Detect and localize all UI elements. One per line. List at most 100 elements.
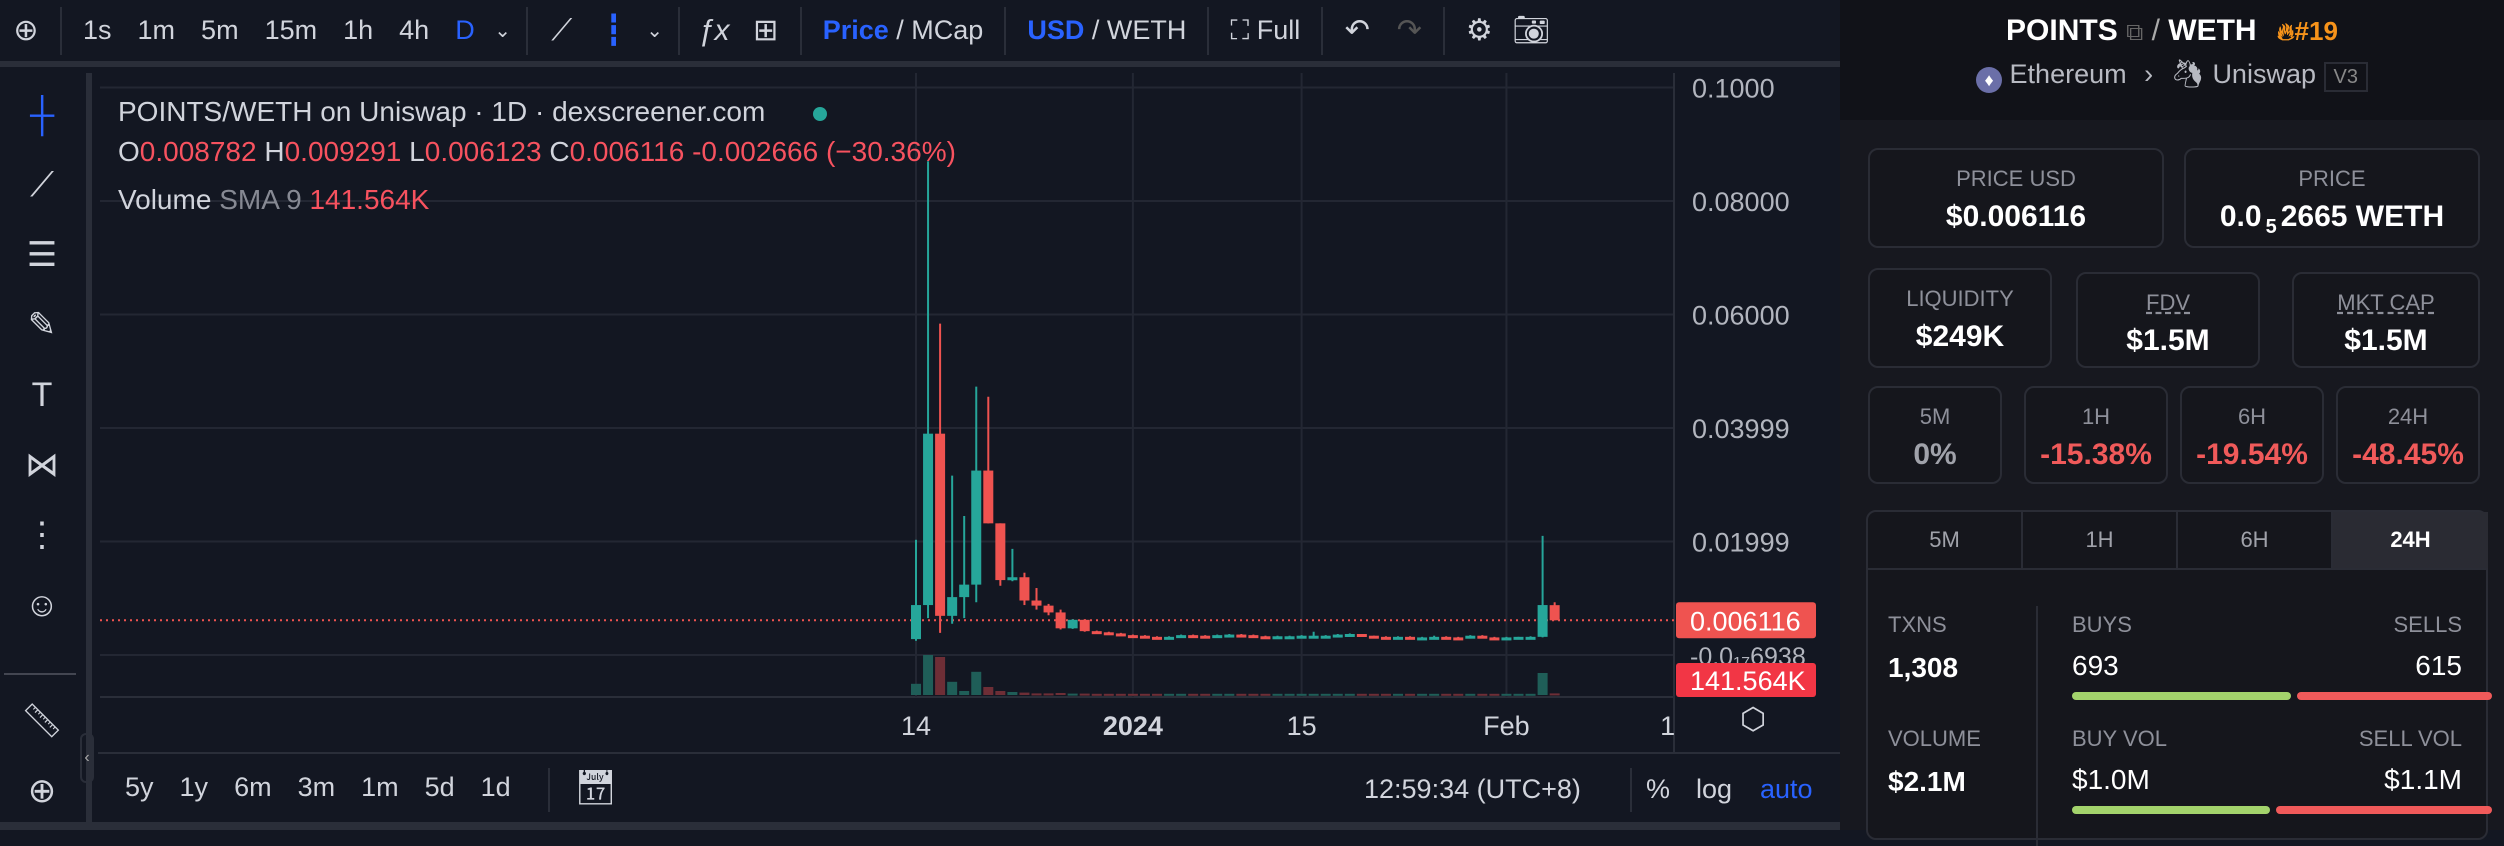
fullscreen-icon: ⛶ xyxy=(1230,14,1250,45)
price-chart[interactable]: 0.1000 0.08000 0.06000 0.03999 0.01999 14 2024… xyxy=(0,0,1840,830)
chevron-down-icon[interactable]: ⌄ xyxy=(494,20,512,42)
slash: / xyxy=(2151,14,2160,47)
volume-label: VOLUME xyxy=(1888,726,1981,751)
interval-15m[interactable]: 15m xyxy=(264,15,318,45)
range-6m[interactable]: 6m xyxy=(234,772,272,802)
zoom-in-icon[interactable]: ⊕ xyxy=(27,772,57,810)
ethereum-icon: ♦ xyxy=(1976,67,2003,93)
ruler-icon[interactable]: 📏︎ xyxy=(20,702,64,740)
volume-bar xyxy=(1296,693,1307,696)
volume-bar xyxy=(1549,693,1560,696)
candle-body xyxy=(1356,634,1367,638)
collapse-toolbar-button[interactable]: ‹ xyxy=(80,733,94,783)
fib-lines-icon[interactable]: ☰ xyxy=(26,236,58,274)
buy-vol-label: BUY VOL xyxy=(2072,726,2167,751)
y-tick-label: 0.06000 xyxy=(1692,301,1790,331)
interval-1s[interactable]: 1s xyxy=(83,15,112,45)
usd-option[interactable]: USD xyxy=(1027,15,1085,45)
last-price-tag xyxy=(1676,602,1816,639)
prediction-icon[interactable]: ⋮ xyxy=(25,516,59,554)
price-mcap-toggle[interactable]: Price / MCap xyxy=(810,15,997,46)
interval-1m[interactable]: 1m xyxy=(137,15,176,45)
price-option[interactable]: Price xyxy=(822,15,889,45)
trending-rank[interactable]: #19 xyxy=(2294,16,2338,46)
change-value: -48.45% xyxy=(2352,438,2464,471)
chart-settings-icon[interactable]: ⬡ xyxy=(1740,703,1767,736)
txn-stats-box: 5M 1H 6H 24H TXNS 1,308 BUYS SELLS 693 615 … xyxy=(1866,510,2492,846)
percent-scale-button[interactable]: % xyxy=(1646,774,1671,804)
settings-gear-icon[interactable]: ⚙ xyxy=(1465,14,1493,47)
brush-icon[interactable]: ✎ xyxy=(27,306,57,344)
range-5d[interactable]: 5d xyxy=(424,772,455,802)
redo-icon[interactable]: ↷ xyxy=(1396,14,1422,47)
volume-bar xyxy=(1007,692,1018,695)
layout-grid-icon[interactable]: ⊞ xyxy=(753,14,779,47)
dex-name[interactable]: Uniswap xyxy=(2212,59,2316,89)
mkt-cap-card[interactable]: MKT CAP $1.5M xyxy=(2292,272,2480,368)
clock-time: 12:59:34 (UTC+8) xyxy=(1364,774,1581,804)
currency-toggle[interactable]: USD / WETH xyxy=(1014,15,1199,46)
interval-5m[interactable]: 5m xyxy=(201,15,239,45)
fdv-card[interactable]: FDV $1.5M xyxy=(2076,272,2260,368)
candle-body xyxy=(947,597,958,616)
goto-date-icon[interactable]: 📅︎ xyxy=(574,769,618,807)
crosshair-icon[interactable]: ┼ xyxy=(29,95,55,134)
candle-body xyxy=(1115,633,1126,637)
chart-pane[interactable] xyxy=(98,73,1840,830)
chevron-down-icon[interactable]: ⌄ xyxy=(646,20,664,42)
candlestick-icon[interactable]: ┇ xyxy=(604,14,623,47)
emoji-icon[interactable]: ☺ xyxy=(24,585,60,624)
candle-body xyxy=(911,605,921,640)
copy-icon[interactable]: ⧉ xyxy=(2126,19,2144,46)
add-symbol-icon[interactable]: ⊕ xyxy=(13,14,39,47)
interval-4h[interactable]: 4h xyxy=(399,15,430,45)
close-label: C xyxy=(549,136,570,167)
txns-value: 1,308 xyxy=(1888,652,1959,683)
volume-bar xyxy=(1405,693,1416,696)
price-main: 0.0 xyxy=(2219,200,2262,233)
interval-selector: 1s 1m 5m 15m 1h 4h D xyxy=(70,15,488,46)
interval-1h[interactable]: 1h xyxy=(343,15,374,45)
volume-bar xyxy=(983,687,994,695)
pattern-icon[interactable]: ⋈ xyxy=(25,446,59,484)
volume-bar xyxy=(935,657,946,695)
text-icon[interactable]: T xyxy=(31,375,53,414)
candle-body xyxy=(1127,635,1138,639)
sma-value: 141.564K xyxy=(309,184,430,215)
price-usd-card: PRICE USD $0.006116 xyxy=(1868,148,2164,248)
fullscreen-button[interactable]: ⛶ Full xyxy=(1217,15,1313,47)
low-label: L xyxy=(409,136,425,167)
undo-icon[interactable]: ↶ xyxy=(1344,14,1370,47)
trend-line-icon[interactable]: ⟋ xyxy=(30,165,54,204)
line-chart-icon[interactable]: ⟋ xyxy=(551,13,573,47)
volume-bar xyxy=(1477,693,1488,696)
liquidity-value: $249K xyxy=(1915,320,2005,353)
weth-option[interactable]: WETH xyxy=(1106,15,1187,45)
range-1y[interactable]: 1y xyxy=(179,772,209,802)
log-scale-button[interactable]: log xyxy=(1696,774,1733,804)
candle-body xyxy=(1212,635,1223,639)
tab-1H[interactable]: 1H xyxy=(2023,512,2178,568)
range-1m[interactable]: 1m xyxy=(361,772,399,802)
range-5y[interactable]: 5y xyxy=(125,772,154,802)
volume-bar xyxy=(1344,693,1355,696)
tab-5M[interactable]: 5M xyxy=(1868,512,2023,568)
volume-bar xyxy=(1525,693,1536,696)
y-tick-label: 0.03999 xyxy=(1692,414,1790,444)
chain-name[interactable]: Ethereum xyxy=(2009,59,2127,89)
auto-scale-button[interactable]: auto xyxy=(1760,774,1813,804)
tab-6H[interactable]: 6H xyxy=(2178,512,2333,568)
camera-icon[interactable]: 📷︎ xyxy=(1512,14,1551,47)
candle-body xyxy=(1501,637,1512,641)
change-card-1H: 1H -15.38% xyxy=(2024,386,2168,484)
range-3m[interactable]: 3m xyxy=(297,772,336,802)
scrollbar[interactable] xyxy=(0,822,1840,830)
volume-bar xyxy=(1513,693,1524,696)
candle-body xyxy=(1513,636,1524,640)
mcap-option[interactable]: MCap xyxy=(911,15,984,45)
interval-D[interactable]: D xyxy=(455,15,475,45)
divider xyxy=(548,768,550,812)
range-1d[interactable]: 1d xyxy=(480,772,511,802)
tab-24H[interactable]: 24H xyxy=(2333,512,2488,568)
indicators-icon[interactable]: ƒx xyxy=(697,13,730,47)
